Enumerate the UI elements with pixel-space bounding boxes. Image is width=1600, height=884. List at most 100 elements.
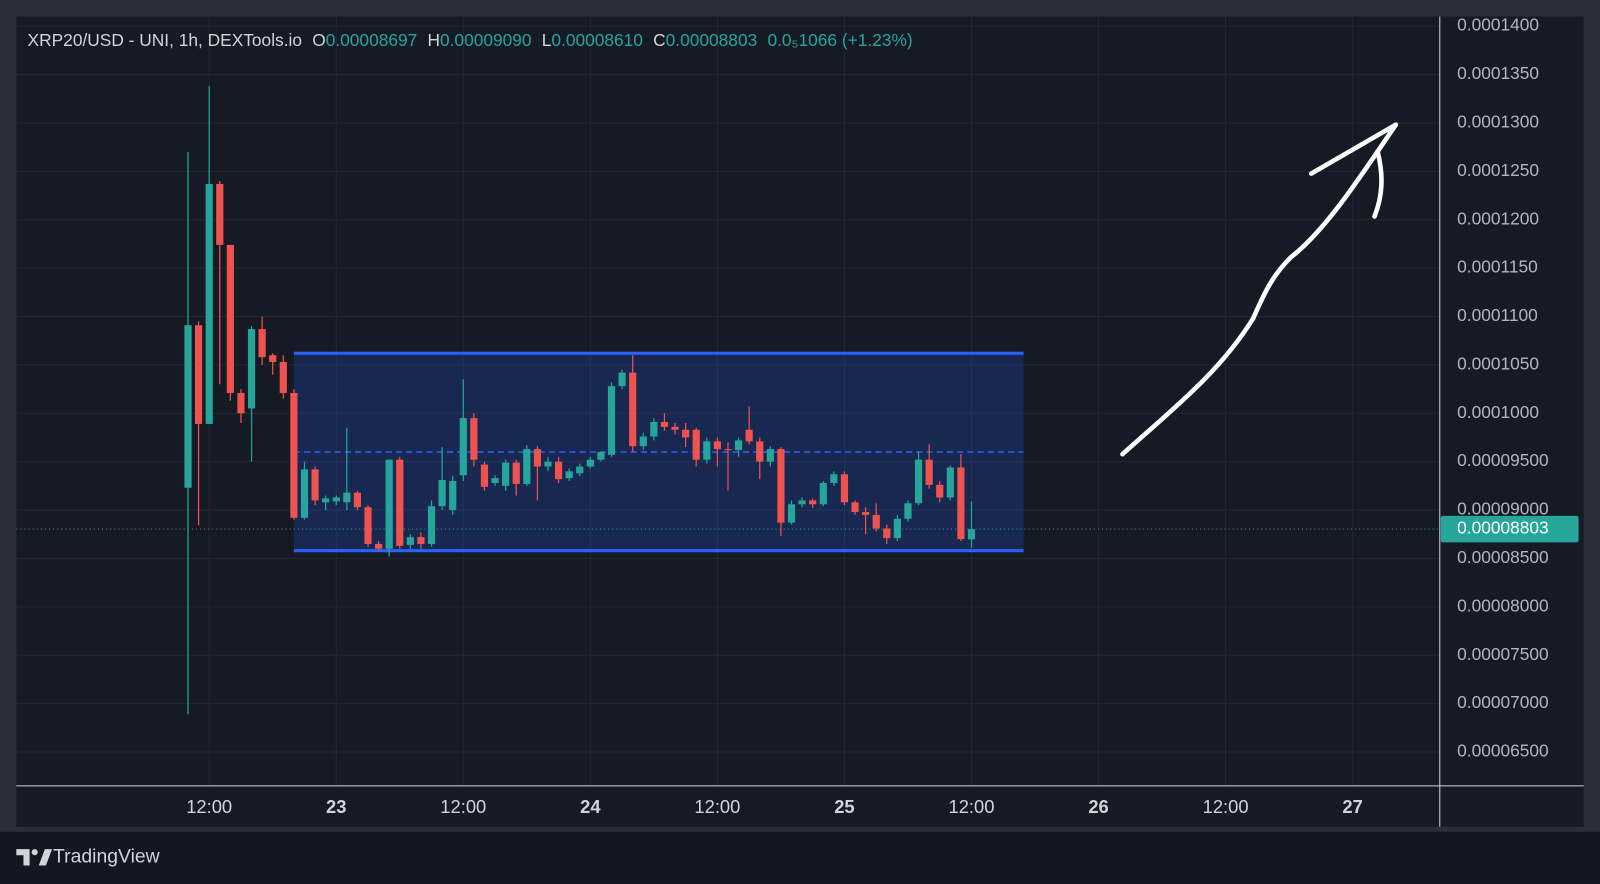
candle-body: [226, 244, 234, 393]
symbol: XRP20/USD - UNI, 1h, DEXTools.io: [28, 30, 302, 50]
y-tick-label: 0.00008000: [1457, 595, 1549, 615]
y-tick-label: 0.00008500: [1457, 547, 1549, 567]
x-tick-label: 27: [1342, 796, 1362, 817]
candle-body: [766, 449, 774, 462]
candle-body: [417, 537, 425, 544]
candle-body: [639, 436, 647, 447]
y-tick-label: 0.00007000: [1457, 692, 1549, 712]
close-label: C: [653, 30, 666, 50]
x-tick-label: 26: [1088, 796, 1108, 817]
candle-body: [660, 421, 669, 427]
candle-body: [353, 492, 361, 508]
candle-body: [406, 537, 414, 545]
axes: 0.00006500 0.00007000 0.00007500 0.00008000…: [186, 15, 1579, 817]
y-tick-label: 0.0001200: [1457, 208, 1539, 228]
candle-body: [396, 459, 404, 546]
candle-body: [427, 506, 436, 544]
close-value: 0.00008803: [666, 30, 758, 50]
candle-body: [544, 461, 552, 467]
candle-body: [893, 518, 901, 539]
y-tick-label: 0.00009000: [1457, 499, 1549, 519]
x-tick-label: 12:00: [186, 796, 232, 817]
y-tick-label: 0.00006500: [1457, 741, 1549, 761]
candle-body: [607, 386, 616, 455]
candle-body: [925, 459, 933, 485]
candle-body: [565, 471, 573, 479]
candle-body: [480, 464, 489, 487]
candle-body: [290, 392, 298, 518]
candle-body: [343, 492, 351, 503]
candle-body: [946, 467, 954, 498]
candle-body: [713, 441, 721, 450]
candle-body: [491, 478, 499, 483]
candle-body: [967, 529, 976, 540]
candle-body: [194, 325, 203, 424]
x-tick-label: 12:00: [694, 796, 740, 817]
candle-body: [682, 429, 690, 438]
candle-body: [364, 507, 372, 544]
candle-body: [279, 361, 287, 393]
candle-body: [734, 440, 743, 451]
candle-body: [459, 418, 467, 476]
low-value: 0.00008610: [551, 30, 643, 50]
candle-body: [311, 469, 319, 501]
y-tick-label: 0.00007500: [1457, 644, 1549, 664]
candle-body: [523, 449, 531, 484]
candle-body: [872, 514, 880, 529]
candle-body: [237, 392, 245, 414]
candle-body: [597, 451, 605, 460]
candle-body: [269, 355, 277, 362]
y-tick-label: 0.0001300: [1457, 112, 1539, 132]
y-tick-label: 0.0001000: [1457, 402, 1539, 422]
x-tick-label: 23: [326, 796, 346, 817]
brand-logo: [16, 849, 53, 866]
open-value: 0.00008697: [326, 30, 418, 50]
candle-body: [438, 480, 446, 507]
candle-body: [904, 503, 912, 519]
candle-body: [586, 459, 594, 467]
candle-body: [300, 469, 309, 518]
candle-body: [216, 183, 224, 245]
change-value: 0.0₅1066 (+1.23%): [767, 30, 912, 50]
brand-name: TradingView: [53, 845, 161, 867]
candle-body: [258, 329, 266, 358]
y-tick-label: 0.00009500: [1457, 450, 1549, 470]
y-tick-label: 0.0001400: [1457, 15, 1539, 35]
x-tick-label: 24: [580, 796, 601, 817]
candle-body: [703, 441, 711, 460]
hand-drawn-arrow: [1120, 122, 1399, 457]
candle-body: [332, 497, 340, 502]
candle-body: [777, 449, 785, 523]
candle-body: [862, 511, 870, 515]
candle-body: [756, 441, 764, 462]
candle-body: [809, 500, 817, 505]
candle-body: [618, 372, 626, 387]
plot: [16, 86, 1440, 715]
candle-body: [576, 466, 584, 474]
candle-body: [745, 429, 753, 442]
y-tick-label: 0.0001350: [1457, 63, 1539, 83]
candle-body: [798, 500, 806, 505]
candle-body: [787, 504, 796, 523]
y-tick-label: 0.0001050: [1457, 353, 1539, 373]
x-tick-label: 12:00: [949, 796, 995, 817]
candle-body: [533, 449, 542, 467]
high-label: H: [427, 30, 440, 50]
x-tick-label: 25: [834, 796, 854, 817]
x-tick-label: 12:00: [1203, 796, 1249, 817]
candle-body: [512, 462, 520, 484]
y-tick-label: 0.0001100: [1457, 305, 1538, 325]
candle-body: [851, 502, 859, 512]
candle-body: [936, 484, 944, 498]
candle-body: [883, 528, 891, 539]
candle-body: [205, 183, 213, 424]
candle-body: [819, 482, 827, 505]
candle-body: [914, 459, 923, 504]
y-tick-label: 0.0001250: [1457, 160, 1539, 180]
candle-body: [724, 449, 732, 451]
last-price-badge: [1440, 515, 1579, 543]
candle-body: [957, 467, 965, 540]
chart-panel: [16, 16, 1584, 827]
high-value: 0.00009090: [440, 30, 532, 50]
candle-body: [247, 329, 256, 409]
